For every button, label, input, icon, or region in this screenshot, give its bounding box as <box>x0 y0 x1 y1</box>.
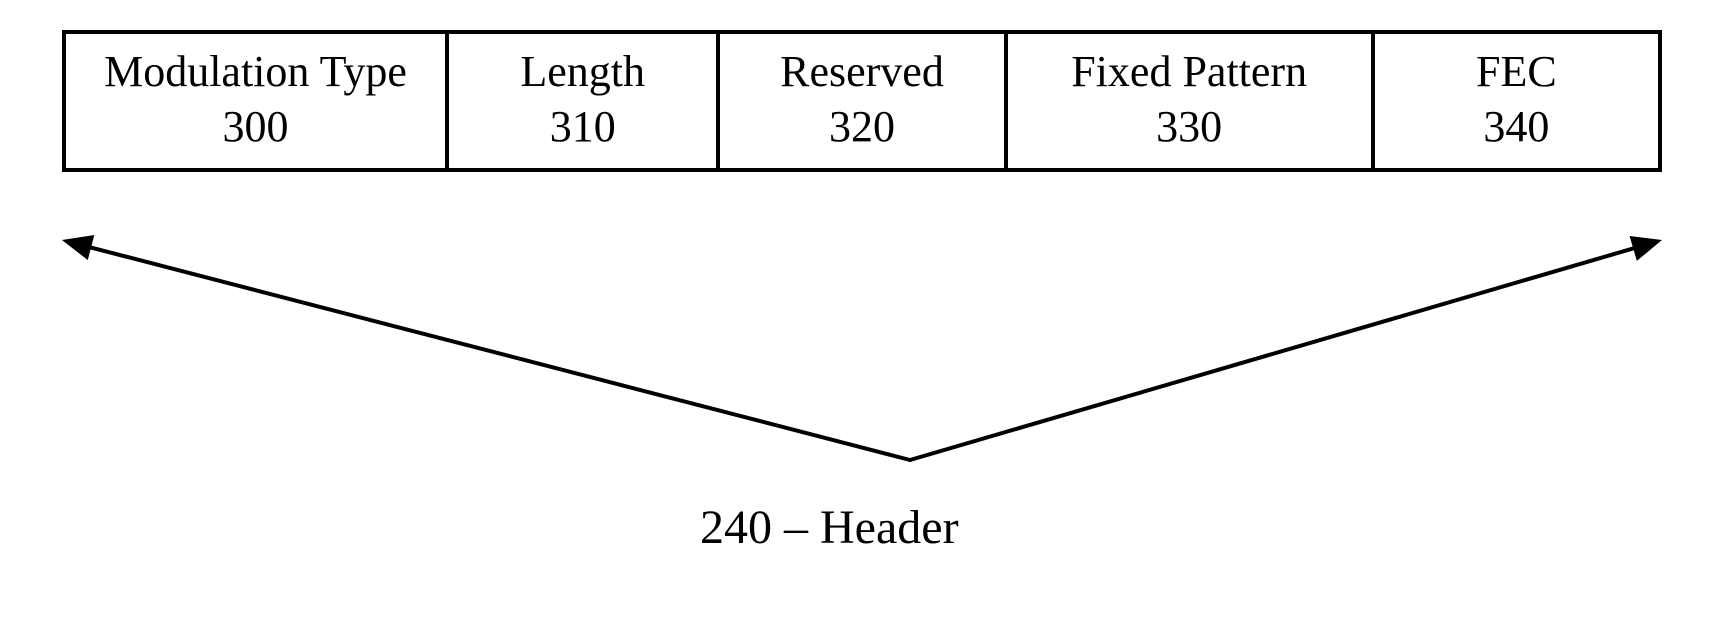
diagram-container: Modulation Type 300 Length 310 Reserved … <box>0 0 1724 640</box>
header-caption: 240 – Header <box>700 500 959 555</box>
